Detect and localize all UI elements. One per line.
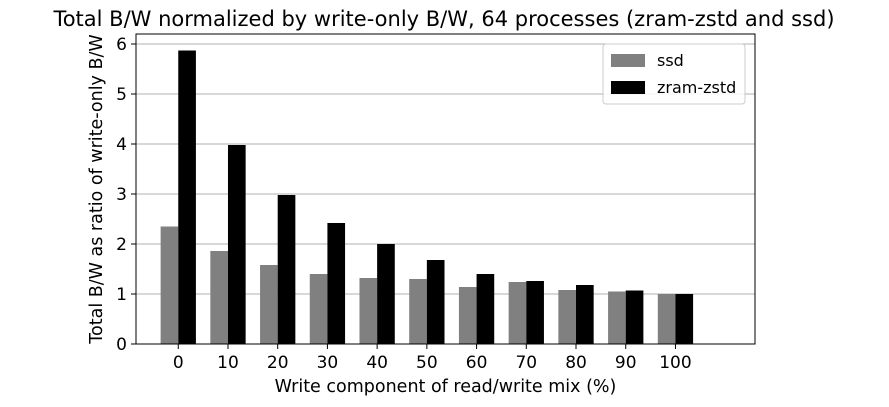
bar-ssd-60	[458, 287, 477, 344]
x-tick-label: 70	[515, 353, 537, 373]
bar-zram-zstd-40	[377, 244, 395, 344]
bar-ssd-50	[409, 279, 427, 344]
y-axis-title: Total B/W as ratio of write-only B/W	[87, 34, 107, 344]
x-tick-label: 50	[416, 353, 438, 373]
y-tick-label: 4	[116, 135, 127, 155]
bar-ssd-30	[309, 274, 328, 344]
y-tick-label: 0	[116, 335, 127, 355]
x-tick-label: 0	[173, 353, 184, 373]
legend: ssd zram-zstd	[602, 43, 746, 105]
y-tick-label: 5	[116, 85, 127, 105]
bar-zram-zstd-90	[625, 290, 644, 344]
bar-zram-zstd-0	[178, 50, 196, 344]
bar-zram-zstd-60	[476, 274, 495, 344]
x-tick-label: 40	[366, 353, 388, 373]
bar-ssd-100	[657, 294, 676, 344]
legend-label-ssd: ssd	[657, 51, 684, 70]
x-tick-label: 60	[466, 353, 488, 373]
bar-zram-zstd-20	[277, 195, 296, 344]
x-tick-label: 100	[659, 353, 691, 373]
legend-label-zram-zstd: zram-zstd	[657, 78, 736, 97]
y-tick-label: 3	[116, 185, 127, 205]
bar-ssd-40	[359, 278, 378, 344]
y-tick-label: 1	[116, 285, 127, 305]
chart-title: Total B/W normalized by write-only B/W, …	[52, 7, 834, 31]
bar-zram-zstd-80	[576, 285, 594, 344]
x-tick-label: 90	[615, 353, 637, 373]
x-tick-label: 80	[565, 353, 587, 373]
plot-frame	[135, 33, 756, 345]
x-tick-label: 20	[267, 353, 289, 373]
bar-ssd-10	[210, 251, 228, 344]
bar-zram-zstd-100	[675, 294, 694, 344]
bar-ssd-70	[508, 282, 527, 344]
legend-swatch-zram-zstd	[611, 81, 645, 94]
x-tick-label: 10	[217, 353, 239, 373]
bar-zram-zstd-70	[526, 281, 544, 344]
y-tick-label: 2	[116, 235, 127, 255]
bar-ssd-0	[160, 226, 179, 344]
bar-ssd-80	[558, 290, 577, 344]
bar-ssd-20	[260, 265, 278, 344]
bar-ssd-90	[608, 291, 626, 344]
x-axis-title: Write component of read/write mix (%)	[275, 377, 617, 397]
bar-zram-zstd-30	[327, 223, 346, 344]
bar-zram-zstd-10	[227, 145, 246, 344]
bar-zram-zstd-50	[426, 260, 445, 344]
bars-group	[160, 50, 694, 344]
y-tick-label: 6	[116, 35, 127, 55]
legend-swatch-ssd	[611, 54, 645, 67]
x-tick-label: 30	[317, 353, 339, 373]
